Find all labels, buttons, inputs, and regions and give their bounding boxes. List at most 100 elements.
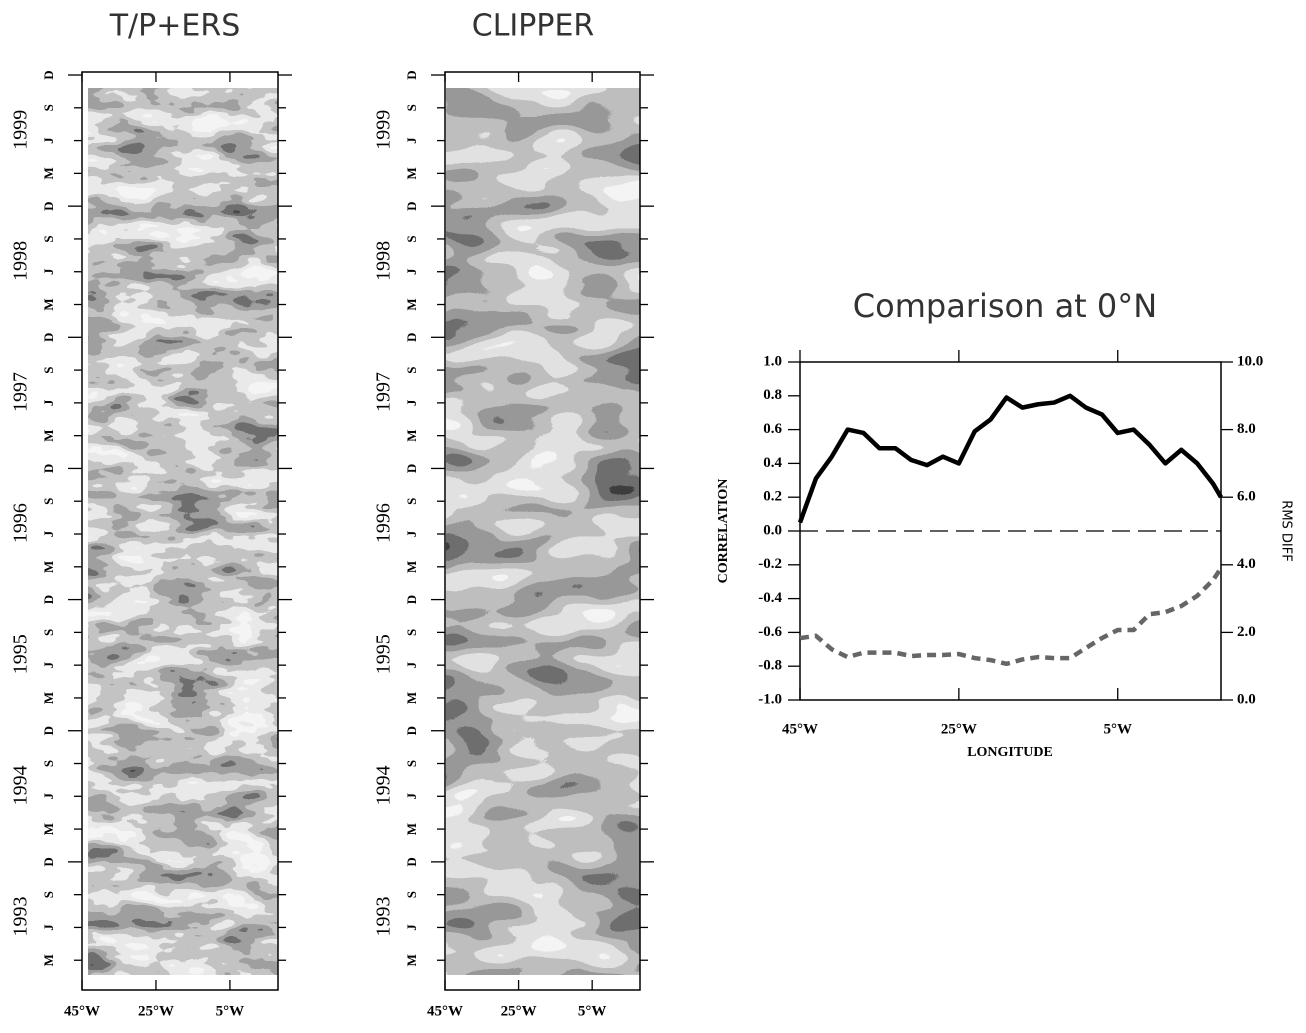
y-tick-label: J [404,530,419,537]
y-tick-label: D [41,333,56,342]
y-tick-label: D [41,595,56,604]
x-tick-label: 25°W [941,721,977,737]
x-tick-label: 5°W [216,1003,245,1019]
x-tick-label: 25°W [138,1003,174,1019]
plot-frame [81,71,279,991]
y-tick-label: -1.0 [758,691,782,707]
y-tick-label: D [41,70,56,79]
y-tick-label: S [41,629,56,636]
y-tick-label: J [41,530,56,537]
y-tick-label: D [41,201,56,210]
y-tick-label: 1.0 [763,353,782,369]
y2-tick-label: 8.0 [1237,421,1256,437]
y-tick-label: D [404,201,419,210]
panel-title: CLIPPER [472,9,595,44]
y-tick-label: -0.2 [758,556,782,572]
year-label: 1995 [10,634,32,674]
y-tick-label: M [404,298,419,310]
year-label: 1996 [373,503,395,543]
year-label: 1993 [373,897,395,937]
panel-title: T/P+ERS [109,9,241,44]
y-tick-label: M [404,430,419,442]
year-label: 1996 [10,503,32,543]
y-tick-label: S [41,891,56,898]
year-label: 1994 [373,765,395,805]
y-tick-label: 0.2 [763,489,782,505]
year-label: 1995 [373,634,395,674]
year-label: 1997 [373,372,395,412]
data-line [797,393,1223,524]
y2-axis-label: RMS DIFF [1279,500,1294,561]
year-label: 1997 [10,372,32,412]
y-tick-label: S [404,629,419,636]
y-tick-label: 0.0 [763,522,782,538]
field-shading [446,88,640,975]
y-tick-label: M [41,954,56,966]
y-tick-label: S [404,235,419,242]
y-tick-label: 0.6 [763,421,782,437]
y2-tick-label: 6.0 [1237,489,1256,505]
y-axis-label: CORRELATION [716,479,731,584]
x-tick-label: 45°W [64,1003,100,1019]
y-tick-label: J [404,137,419,144]
y2-tick-label: 0.0 [1237,691,1256,707]
plot-frame [444,71,641,991]
y-tick-label: -0.8 [758,658,782,674]
y-tick-label: J [404,399,419,406]
chart-title: Comparison at 0°N [853,287,1157,325]
y2-tick-label: 2.0 [1237,624,1256,640]
year-label: 1998 [373,241,395,281]
y-tick-label: J [41,924,56,931]
y-tick-label: J [41,137,56,144]
y-tick-label: M [41,823,56,835]
y-tick-label: S [404,498,419,505]
y-tick-label: S [41,498,56,505]
y-tick-label: D [404,857,419,866]
y-tick-label: M [41,167,56,179]
y-tick-label: M [404,561,419,573]
y-tick-label: D [41,464,56,473]
y-tick-label: S [404,366,419,373]
y-tick-label: S [404,891,419,898]
x-axis-label: LONGITUDE [967,745,1053,760]
y-tick-label: M [404,823,419,835]
y-tick-label: J [41,793,56,800]
year-label: 1999 [373,110,395,150]
x-tick-label: 45°W [782,721,818,737]
year-label: 1998 [10,241,32,281]
y-tick-label: S [41,104,56,111]
y-tick-label: D [41,857,56,866]
y-tick-label: M [41,298,56,310]
y-tick-label: J [404,268,419,275]
y2-tick-label: 4.0 [1237,556,1256,572]
y-tick-label: S [41,235,56,242]
y-tick-label: M [404,954,419,966]
y-tick-label: J [404,793,419,800]
y-tick-label: D [404,726,419,735]
y-tick-label: S [404,760,419,767]
y-tick-label: J [41,661,56,668]
y-tick-label: J [404,661,419,668]
y-tick-label: D [404,70,419,79]
year-label: 1993 [10,897,32,937]
year-label: 1994 [10,765,32,805]
y-tick-label: M [41,561,56,573]
y2-tick-label: 10.0 [1237,353,1263,369]
y-tick-label: D [404,333,419,342]
y-tick-label: M [41,692,56,704]
x-tick-label: 5°W [578,1003,607,1019]
y-tick-label: D [41,726,56,735]
y-tick-label: S [41,760,56,767]
y-tick-label: -0.6 [758,624,782,640]
field-shading [88,88,278,975]
y-tick-label: 0.8 [763,387,782,403]
y-tick-label: D [404,595,419,604]
y-tick-label: 0.4 [763,455,782,471]
x-tick-label: 25°W [501,1003,537,1019]
y-tick-label: J [41,268,56,275]
year-label: 1999 [10,110,32,150]
y-tick-label: D [404,464,419,473]
y-tick-label: S [41,366,56,373]
y-tick-label: -0.4 [758,590,782,606]
